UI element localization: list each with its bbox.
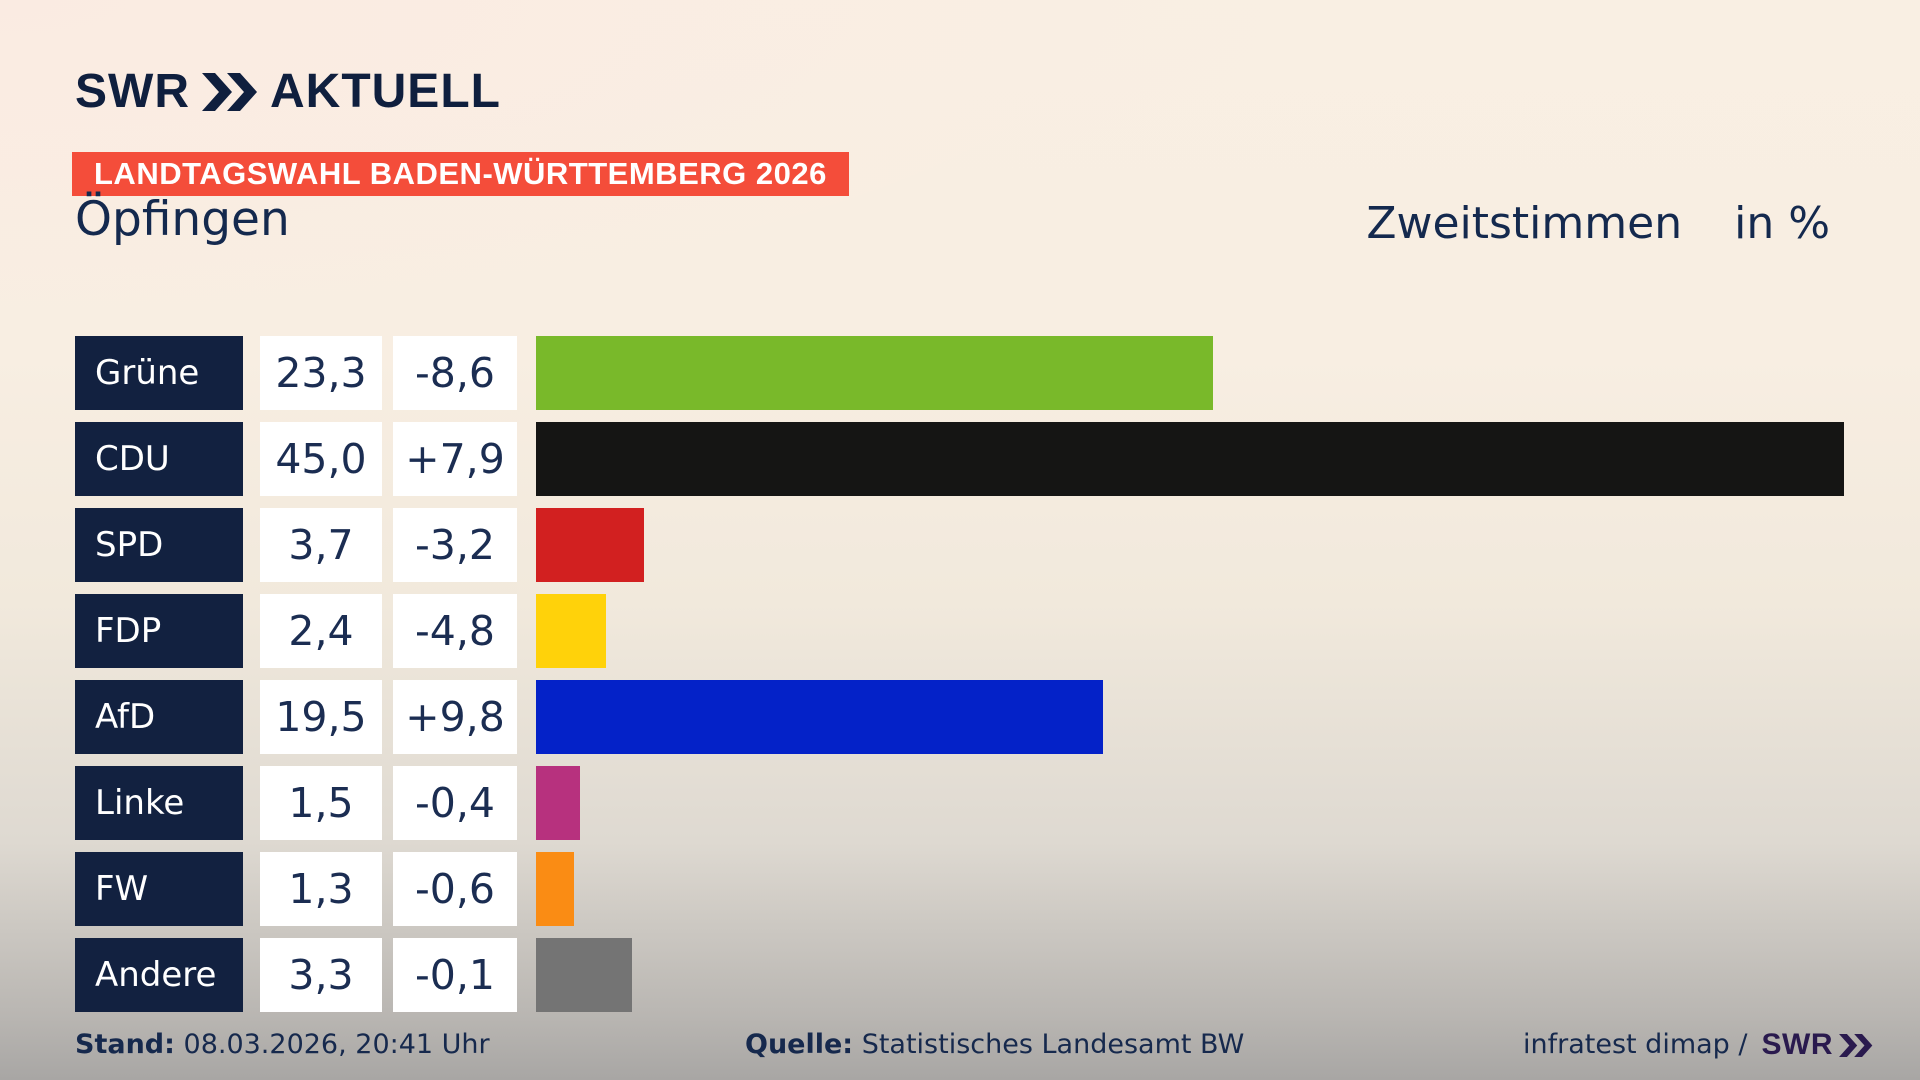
bar-track: [536, 938, 1844, 1012]
vote-change-value: +9,8: [393, 680, 517, 754]
party-label: AfD: [75, 680, 243, 754]
bar-track: [536, 852, 1844, 926]
vote-change-value: -0,4: [393, 766, 517, 840]
result-row: FW 1,3 -0,6: [75, 852, 1844, 926]
party-label: SPD: [75, 508, 243, 582]
party-label: CDU: [75, 422, 243, 496]
unit-label: in %: [1734, 198, 1830, 249]
party-label: FDP: [75, 594, 243, 668]
stand-label: Stand:: [75, 1029, 175, 1060]
result-bar: [536, 594, 606, 668]
bar-track: [536, 766, 1844, 840]
bar-track: [536, 336, 1844, 410]
vote-share-value: 3,3: [260, 938, 382, 1012]
swr-credit-logo: SWR: [1762, 1028, 1874, 1062]
vote-share-value: 3,7: [260, 508, 382, 582]
result-bar: [536, 508, 644, 582]
vote-change-value: +7,9: [393, 422, 517, 496]
vote-change-value: -4,8: [393, 594, 517, 668]
vote-share-value: 2,4: [260, 594, 382, 668]
vote-share-value: 1,3: [260, 852, 382, 926]
status-timestamp: Stand: 08.03.2026, 20:41 Uhr: [75, 1028, 490, 1062]
party-label: Andere: [75, 938, 243, 1012]
vote-type-legend: Zweitstimmen in %: [1366, 198, 1830, 250]
quelle-value: Statistisches Landesamt BW: [861, 1029, 1245, 1060]
aktuell-logo-text: AKTUELL: [269, 65, 501, 118]
vote-share-value: 45,0: [260, 422, 382, 496]
party-label: FW: [75, 852, 243, 926]
credit-line: infratest dimap / SWR: [1523, 1028, 1873, 1062]
data-source: Quelle: Statistisches Landesamt BW: [745, 1028, 1244, 1062]
results-chart: Grüne 23,3 -8,6 CDU 45,0 +7,9 SPD 3,7 -3…: [75, 336, 1844, 1012]
vote-change-value: -8,6: [393, 336, 517, 410]
swr-aktuell-logo: SWR AKTUELL: [75, 68, 501, 116]
result-row: SPD 3,7 -3,2: [75, 508, 1844, 582]
vote-share-value: 23,3: [260, 336, 382, 410]
credit-text: infratest dimap /: [1522, 1029, 1748, 1060]
vote-type-label: Zweitstimmen: [1366, 198, 1683, 249]
result-bar: [536, 680, 1103, 754]
municipality-title: Öpfingen: [75, 192, 290, 247]
quelle-label: Quelle:: [745, 1029, 854, 1060]
stand-value: 08.03.2026, 20:41 Uhr: [183, 1029, 490, 1060]
swr-logo-text: SWR: [75, 65, 190, 118]
result-row: Linke 1,5 -0,4: [75, 766, 1844, 840]
banner-text: LANDTAGSWAHL BADEN-WÜRTTEMBERG 2026: [94, 156, 827, 191]
result-row: Andere 3,3 -0,1: [75, 938, 1844, 1012]
election-banner: LANDTAGSWAHL BADEN-WÜRTTEMBERG 2026: [72, 152, 849, 196]
bar-track: [536, 680, 1844, 754]
result-bar: [536, 938, 632, 1012]
party-label: Linke: [75, 766, 243, 840]
vote-change-value: -0,1: [393, 938, 517, 1012]
result-row: AfD 19,5 +9,8: [75, 680, 1844, 754]
party-label: Grüne: [75, 336, 243, 410]
swr-logo-chevrons-icon: [201, 73, 257, 111]
result-bar: [536, 852, 574, 926]
result-row: Grüne 23,3 -8,6: [75, 336, 1844, 410]
bar-track: [536, 594, 1844, 668]
result-bar: [536, 336, 1214, 410]
result-bar: [536, 766, 580, 840]
vote-share-value: 19,5: [260, 680, 382, 754]
result-row: CDU 45,0 +7,9: [75, 422, 1844, 496]
swr-credit-chevrons-icon: [1839, 1033, 1873, 1057]
vote-share-value: 1,5: [260, 766, 382, 840]
swr-credit-text: SWR: [1761, 1028, 1833, 1061]
vote-change-value: -0,6: [393, 852, 517, 926]
bar-track: [536, 508, 1844, 582]
result-bar: [536, 422, 1844, 496]
bar-track: [536, 422, 1844, 496]
vote-change-value: -3,2: [393, 508, 517, 582]
result-row: FDP 2,4 -4,8: [75, 594, 1844, 668]
